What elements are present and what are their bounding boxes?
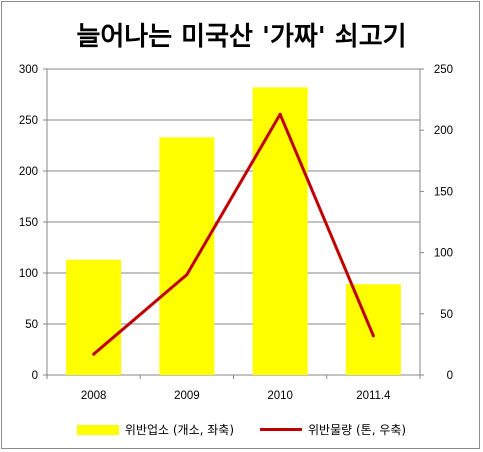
line-point bbox=[278, 112, 282, 116]
line-point bbox=[92, 352, 96, 356]
x-axis-tick-label: 2009 bbox=[174, 390, 200, 402]
legend-label-line: 위반물량 (톤, 우축) bbox=[308, 423, 407, 437]
chart-legend: 위반업소 (개소, 좌축) 위반물량 (톤, 우축) bbox=[0, 421, 483, 438]
right-axis-tick-label: 50 bbox=[440, 309, 453, 321]
legend-item-line: 위반물량 (톤, 우축) bbox=[260, 421, 406, 438]
right-axis-tick-label: 100 bbox=[434, 248, 453, 260]
legend-label-bars: 위반업소 (개소, 좌축) bbox=[124, 423, 235, 437]
right-axis-tick-label: 150 bbox=[434, 186, 453, 198]
right-axis-tick-label: 0 bbox=[447, 370, 453, 382]
right-axis-tick-label: 250 bbox=[434, 64, 453, 76]
left-axis-tick-label: 50 bbox=[25, 319, 38, 331]
legend-swatch-bars bbox=[76, 424, 119, 435]
left-axis-tick-label: 100 bbox=[19, 268, 38, 280]
legend-swatch-line bbox=[260, 428, 303, 431]
right-axis-tick-label: 200 bbox=[434, 125, 453, 137]
line-point bbox=[185, 273, 189, 277]
left-axis-tick-label: 0 bbox=[32, 370, 38, 382]
line-point bbox=[371, 334, 375, 338]
bar bbox=[159, 137, 215, 375]
left-axis-tick-label: 300 bbox=[19, 64, 38, 76]
left-axis-tick-label: 150 bbox=[19, 217, 38, 229]
x-axis-tick-label: 2008 bbox=[81, 390, 107, 402]
legend-item-bars: 위반업소 (개소, 좌축) bbox=[76, 421, 235, 438]
x-axis-tick-label: 2010 bbox=[267, 390, 293, 402]
bar bbox=[252, 87, 308, 376]
bar bbox=[66, 259, 122, 375]
x-axis-tick-label: 2011.4 bbox=[356, 390, 391, 402]
left-axis-tick-label: 250 bbox=[19, 115, 38, 127]
series-line bbox=[92, 112, 375, 356]
chart-title: 늘어나는 미국산 '가짜' 쇠고기 bbox=[76, 22, 407, 52]
left-axis-tick-label: 200 bbox=[19, 166, 38, 178]
bar bbox=[345, 284, 401, 375]
